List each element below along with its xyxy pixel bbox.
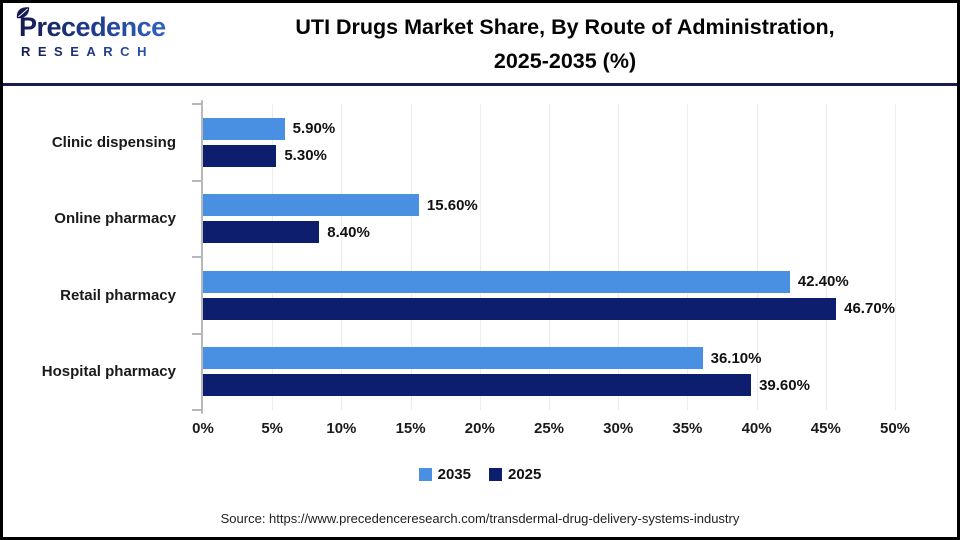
bar-value-label: 46.70% [844,300,895,318]
precedence-research-logo: Precedence RESEARCH [16,7,189,59]
x-axis-tick-label: 5% [261,420,284,437]
bar-line: 8.40% [203,221,895,244]
x-axis-tick-label: 40% [741,420,772,437]
bar-line: 42.40% [203,270,895,293]
x-axis-tick-label: 25% [533,420,565,437]
gridline [756,104,758,410]
legend: 2035 2025 [3,466,957,483]
bar-2025-hospital-pharmacy [203,374,752,397]
bar-line: 39.60% [203,374,895,397]
bar-2035-retail-pharmacy [203,270,790,293]
bar-2035-clinic-dispensing [203,117,285,140]
category-label-hospital-pharmacy: Hospital pharmacy [41,363,176,381]
bar-2025-online-pharmacy [203,221,320,244]
bar-line: 15.60% [203,194,895,217]
x-axis-tick-label: 0% [192,420,214,437]
bar-line: 36.10% [203,347,895,370]
x-axis-tick-label: 10% [326,420,357,437]
bar-group-retail-pharmacy: 42.40% 46.70% [203,257,895,334]
legend-swatch-icon [489,468,502,481]
x-axis-labels: 0% 5% 10% 15% 20% 25% 30% 35% 40% 45% 50% [192,420,910,440]
x-axis-tick-label: 45% [810,420,841,437]
legend-label: 2025 [508,466,542,483]
category-label-clinic-dispensing: Clinic dispensing [51,133,176,151]
legend-swatch-icon [418,468,432,481]
gridline [479,104,481,410]
gridline [687,104,689,410]
bar-2025-clinic-dispensing [203,144,277,167]
chart-title-line2: 2025-2035 (%) [493,49,637,73]
bar-line: 5.30% [203,144,895,167]
x-axis-tick-label: 20% [464,420,495,437]
y-axis-tick [192,103,201,105]
category-label-online-pharmacy: Online pharmacy [54,210,176,228]
x-axis-tick-label: 30% [603,420,634,437]
bar-value-label: 5.30% [284,147,327,165]
bar-value-label: 5.90% [292,120,336,138]
legend-item-2035: 2035 [418,466,471,483]
leaf-icon [16,7,30,19]
bar-rows: 5.90% 5.30% 15.60% 8.40% 42.40% 46.70% 36.10% 3… [203,104,895,410]
y-axis-line [201,100,203,414]
bar-2025-retail-pharmacy [203,297,837,320]
gridline [410,104,412,410]
plot-area: 5.90% 5.30% 15.60% 8.40% 42.40% 46.70% 36.10% 3… [192,100,896,414]
y-axis-tick [192,409,201,411]
bar-line: 5.90% [203,117,895,140]
y-axis-tick [192,256,201,258]
bar-group-online-pharmacy: 15.60% 8.40% [203,181,895,258]
logo-subtitle: RESEARCH [19,44,189,59]
legend-item-2025: 2025 [489,466,541,483]
gridline [549,104,550,410]
bar-group-hospital-pharmacy: 36.10% 39.60% [203,334,895,411]
x-axis-tick-label: 35% [672,420,703,437]
bar-2035-hospital-pharmacy [203,347,703,370]
x-axis-tick-label: 15% [395,420,426,437]
chart-title-line1: UTI Drugs Market Share, By Route of Admi… [295,15,835,39]
gridline [618,104,620,410]
gridline [895,104,896,410]
category-label-retail-pharmacy: Retail pharmacy [60,286,176,304]
category-axis-labels: Clinic dispensing Online pharmacy Retail p… [3,104,188,410]
bar-value-label: 42.40% [797,273,849,291]
bar-value-label: 15.60% [426,196,478,214]
bar-value-label: 36.10% [710,349,762,367]
bar-value-label: 39.60% [759,376,810,394]
chart-title: UTI Drugs Market Share, By Route of Admi… [188,10,942,78]
bar-line: 46.70% [203,297,895,320]
gridline [272,104,274,410]
header: Precedence RESEARCH UTI Drugs Market Sha… [3,3,957,86]
gridline [825,104,827,410]
legend-label: 2035 [437,466,471,483]
logo-wordmark: Precedence [19,12,189,43]
gridline [341,104,343,410]
source-text: Source: https://www.precedenceresearch.c… [220,511,740,526]
bar-value-label: 8.40% [327,223,370,241]
x-axis-tick-label: 50% [879,420,911,437]
y-axis-tick [192,332,201,335]
bar-2035-online-pharmacy [203,194,419,217]
y-axis-tick [192,179,201,182]
bar-group-clinic-dispensing: 5.90% 5.30% [203,104,895,181]
